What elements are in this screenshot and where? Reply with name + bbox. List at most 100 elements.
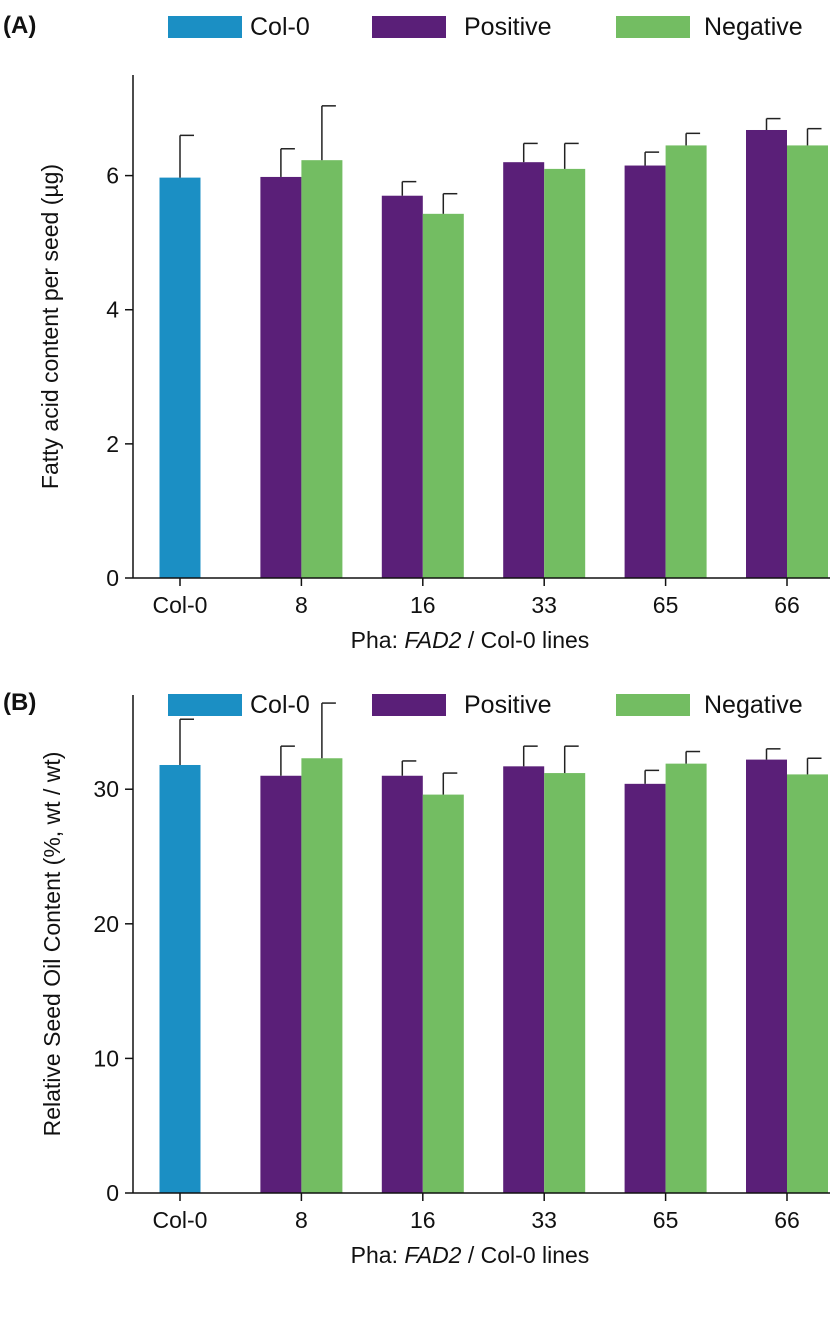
legend-swatch: [372, 16, 446, 38]
error-bar: [563, 745, 579, 774]
error-bar: [280, 745, 295, 776]
bar-positive-16: [381, 775, 423, 1193]
x-axis-title-prefix: Pha:: [351, 627, 405, 650]
bar-positive-66: [746, 759, 787, 1193]
bar-positive-33: [503, 162, 545, 579]
bar-negative-65: [665, 145, 707, 579]
legend: Col-0 Positive Negative: [168, 691, 803, 719]
x-tick-label: 8: [295, 1207, 308, 1233]
error-bar: [806, 757, 822, 775]
legend-label: Negative: [704, 691, 803, 719]
x-axis-title-suffix: / Col-0 lines: [461, 1242, 589, 1268]
y-axis-title: Fatty acid content per seed (µg): [37, 164, 63, 489]
error-bar: [522, 745, 538, 767]
panel-label: (B): [3, 689, 36, 716]
bar-positive-8: [260, 176, 302, 578]
chart-panel-b: (B) Col-0 Positive Negative 0 10 20 30 Col-0 8 16 3…: [3, 689, 830, 1268]
y-tick-label: 30: [93, 776, 119, 802]
bar-positive-65: [624, 783, 666, 1193]
x-axis-title: Pha: FAD2 / Col-0 lines: [351, 627, 590, 650]
error-bar: [442, 772, 458, 795]
bars: [159, 105, 828, 579]
bar-negative-66: [787, 145, 828, 579]
error-bar: [321, 702, 336, 759]
x-axis-title-prefix: Pha:: [351, 1242, 405, 1268]
x-axis-title-gene: FAD2: [404, 1242, 461, 1268]
legend-item-positive: Positive: [372, 13, 552, 41]
bar-negative-33: [544, 168, 586, 579]
error-bar: [765, 748, 781, 760]
x-tick-label: 16: [410, 592, 436, 618]
bar-negative-8: [301, 758, 343, 1193]
legend-swatch: [168, 16, 242, 38]
y-tick-label: 4: [106, 297, 119, 323]
error-bar: [685, 750, 701, 764]
x-tick-label: 65: [653, 1207, 679, 1233]
x-tick-label: 16: [410, 1207, 436, 1233]
error-bar: [401, 760, 417, 776]
bar-positive-66: [746, 129, 787, 578]
y-tick-label: 6: [106, 163, 119, 189]
legend-swatch: [168, 694, 242, 716]
bar-col-0-col-0: [159, 177, 201, 578]
x-tick-label: 66: [774, 592, 800, 618]
bar-negative-65: [665, 763, 707, 1193]
bar-negative-33: [544, 773, 586, 1193]
legend-swatch: [616, 694, 690, 716]
error-bar: [321, 105, 336, 161]
bars: [159, 702, 828, 1193]
x-axis-title-gene: FAD2: [404, 627, 461, 650]
error-bar: [806, 127, 822, 146]
legend: Col-0 Positive Negative: [168, 13, 803, 41]
bar-positive-33: [503, 766, 545, 1193]
error-bar: [685, 132, 701, 146]
panel-label: (A): [3, 12, 36, 39]
legend-label: Col-0: [250, 691, 310, 719]
legend-label: Col-0: [250, 13, 310, 41]
y-tick-label: 10: [93, 1045, 119, 1071]
y-tick-label: 2: [106, 431, 119, 457]
x-tick-label: Col-0: [153, 592, 208, 618]
legend-item-negative: Negative: [616, 13, 803, 41]
error-bar: [522, 142, 538, 163]
error-bar: [442, 192, 458, 214]
legend-item-positive: Positive: [372, 691, 552, 719]
error-bar: [401, 180, 417, 196]
bar-negative-16: [422, 794, 464, 1193]
error-bar: [280, 148, 295, 177]
bar-negative-16: [422, 213, 464, 578]
y-tick-label: 0: [106, 1180, 119, 1206]
error-bar: [563, 142, 579, 169]
legend-item-negative: Negative: [616, 691, 803, 719]
x-tick-label: 8: [295, 592, 308, 618]
y-tick-label: 20: [93, 911, 119, 937]
x-tick-label: 33: [531, 1207, 557, 1233]
x-axis-title: Pha: FAD2 / Col-0 lines: [351, 1242, 590, 1268]
x-tick-label: Col-0: [153, 1207, 208, 1233]
x-tick-label: 65: [653, 592, 679, 618]
error-bar: [179, 134, 194, 178]
chart-panel-a: (A) Col-0 Positive Negative 0 2 4 6 Col-0 8 16 33 65…: [3, 12, 830, 650]
legend-item-col-0: Col-0: [168, 13, 310, 41]
y-tick-label: 0: [106, 565, 119, 591]
x-tick-label: 33: [531, 592, 557, 618]
error-bar: [644, 151, 660, 166]
x-tick-label: 66: [774, 1207, 800, 1233]
bar-positive-8: [260, 775, 302, 1193]
bar-col-0-col-0: [159, 764, 201, 1193]
legend-item-col-0: Col-0: [168, 691, 310, 719]
bar-positive-16: [381, 195, 423, 578]
x-axis-title-suffix: / Col-0 lines: [461, 627, 589, 650]
legend-swatch: [616, 16, 690, 38]
legend-label: Negative: [704, 13, 803, 41]
error-bar: [644, 769, 660, 784]
error-bar: [765, 117, 781, 130]
error-bar: [179, 718, 194, 765]
legend-swatch: [372, 694, 446, 716]
legend-label: Positive: [464, 691, 552, 719]
bar-positive-65: [624, 165, 666, 579]
bar-negative-8: [301, 160, 343, 578]
y-axis-title: Relative Seed Oil Content (%, wt / wt): [39, 752, 65, 1137]
legend-label: Positive: [464, 13, 552, 41]
bar-negative-66: [787, 774, 828, 1193]
